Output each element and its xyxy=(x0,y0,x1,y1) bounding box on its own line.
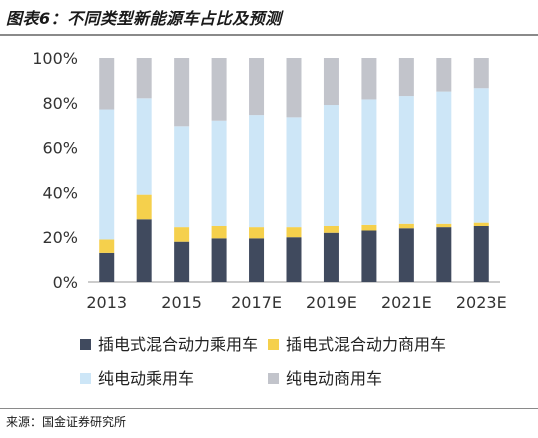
bar-segment-3 xyxy=(286,117,302,228)
bar-segment-2 xyxy=(136,194,152,220)
legend-swatch xyxy=(80,373,91,384)
bar-segment-3 xyxy=(398,96,414,224)
bar-segment-2 xyxy=(249,227,265,239)
bar-segment-1 xyxy=(174,241,190,282)
x-tick-label: 2023E xyxy=(456,293,507,312)
y-tick-label: 20% xyxy=(42,228,78,247)
bar-segment-2 xyxy=(174,227,190,242)
legend-label: 纯电动商用车 xyxy=(286,369,382,388)
legend-swatch xyxy=(268,339,279,350)
y-tick-label: 60% xyxy=(42,139,78,158)
bar-segment-3 xyxy=(211,120,227,226)
bar-segment-1 xyxy=(436,227,452,282)
bar-segment-4 xyxy=(286,58,302,118)
x-tick-label: 2013 xyxy=(86,293,127,312)
stacked-bar-chart: 0% 20% 40% 60% 80% 100% 2013 2015 2017E 2019E 2021… xyxy=(32,49,507,388)
bar-segment-1 xyxy=(473,226,489,282)
bar-segment-2 xyxy=(286,227,302,238)
bar-segment-4 xyxy=(398,58,414,97)
bar-segment-2 xyxy=(473,222,489,226)
bar-segment-4 xyxy=(211,58,227,121)
figure-title: 图表6：不同类型新能源车占比及预测 xyxy=(6,9,282,28)
y-tick-label: 80% xyxy=(42,94,78,113)
bar-segment-3 xyxy=(174,126,190,228)
bar-segment-3 xyxy=(436,91,452,224)
bar-segment-1 xyxy=(286,237,302,282)
bar-segment-3 xyxy=(99,109,115,240)
figure-title-bar: 图表6：不同类型新能源车占比及预测 xyxy=(0,0,538,34)
legend-label: 纯电动乘用车 xyxy=(98,369,194,388)
legend-label: 插电式混合动力商用车 xyxy=(286,335,446,354)
bar-segment-3 xyxy=(136,98,152,195)
bar-segment-2 xyxy=(211,226,227,239)
legend-label: 插电式混合动力乘用车 xyxy=(98,335,258,354)
bar-segment-2 xyxy=(361,224,377,231)
y-tick-label: 100% xyxy=(32,49,78,68)
title-divider xyxy=(0,34,538,36)
bar-segment-2 xyxy=(99,239,115,253)
x-tick-label: 2021E xyxy=(381,293,432,312)
bar-segment-3 xyxy=(361,99,377,225)
bar-segment-4 xyxy=(323,58,339,106)
bar-segment-1 xyxy=(323,232,339,282)
bar-segment-2 xyxy=(323,226,339,233)
bar-segment-1 xyxy=(249,238,265,282)
bar-segment-1 xyxy=(398,228,414,282)
legend-swatch xyxy=(268,373,279,384)
source-note: 来源：国金证券研究所 xyxy=(6,415,127,429)
bar-segment-1 xyxy=(136,219,152,282)
bar-segment-1 xyxy=(99,252,115,282)
bar-segment-3 xyxy=(473,88,489,223)
source-divider xyxy=(0,408,538,409)
bar-segment-4 xyxy=(436,58,452,92)
bar-segment-2 xyxy=(398,223,414,229)
bar-segment-4 xyxy=(174,58,190,127)
x-tick-label: 2017E xyxy=(231,293,282,312)
bar-segment-4 xyxy=(249,58,265,116)
legend-swatch xyxy=(80,339,91,350)
bar-segment-4 xyxy=(136,58,152,99)
x-tick-label: 2019E xyxy=(306,293,357,312)
bar-segment-3 xyxy=(323,105,339,226)
bar-segment-1 xyxy=(211,238,227,282)
bar-segment-1 xyxy=(361,230,377,282)
bar-segment-4 xyxy=(361,58,377,100)
bar-segment-4 xyxy=(99,58,115,110)
bar-segment-3 xyxy=(249,115,265,228)
bar-segment-4 xyxy=(473,58,489,89)
x-tick-label: 2015 xyxy=(161,293,202,312)
y-tick-label: 0% xyxy=(53,273,78,292)
bar-segment-2 xyxy=(436,223,452,228)
y-tick-label: 40% xyxy=(42,183,78,202)
